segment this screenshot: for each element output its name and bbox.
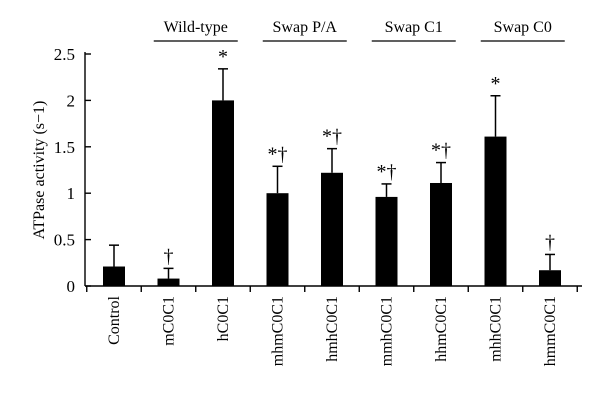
x-axis: Control mC0C1 hC0C1 mhmC0C1 hmhC0C1 mmhC0C1 hh… (85, 285, 582, 366)
bar-Control (103, 266, 125, 286)
significance-hmmC0C1: † (545, 231, 555, 253)
bar-hhmC0C1 (430, 182, 452, 286)
category-label-mhhC0C1: mhhC0C1 (488, 296, 505, 362)
category-label-mhmC0C1: mhmC0C1 (270, 296, 287, 366)
y-axis: 0 0.5 1 1.5 2 2.5 ATPase activity (s−1) (31, 45, 91, 296)
category-label-hmmC0C1: hmmC0C1 (542, 296, 559, 366)
significance-mhhC0C1: * (491, 73, 501, 95)
group-label: Swap C0 (494, 19, 552, 36)
significance-mhmC0C1: *† (268, 143, 288, 165)
group-label: Swap P/A (273, 19, 338, 36)
y-tick-label: 0 (67, 277, 76, 296)
y-tick-label: 2 (67, 91, 76, 110)
category-label-mC0C1: mC0C1 (161, 296, 178, 346)
group-label: Swap C1 (385, 19, 443, 36)
significance-hmhC0C1: *† (322, 126, 342, 148)
y-axis-title: ATPase activity (s−1) (31, 101, 48, 240)
error-bars (109, 68, 555, 279)
significance-mmhC0C1: *† (377, 161, 397, 183)
significance-markers: †**†*†*†*†*† (164, 46, 556, 268)
category-label-hmhC0C1: hmhC0C1 (324, 296, 341, 362)
category-label-hhmC0C1: hhmC0C1 (433, 296, 450, 362)
category-label-hC0C1: hC0C1 (215, 296, 232, 341)
bar-hmhC0C1 (321, 172, 343, 286)
y-tick-label: 2.5 (54, 45, 75, 64)
bar-mhhC0C1 (484, 136, 507, 286)
bars (103, 100, 561, 287)
bar-mC0C1 (157, 278, 180, 286)
bar-mmhC0C1 (375, 196, 398, 286)
y-tick-label: 1 (67, 184, 76, 203)
significance-mC0C1: † (164, 245, 174, 267)
category-label-mmhC0C1: mmhC0C1 (379, 296, 396, 366)
significance-hC0C1: * (218, 46, 228, 68)
y-tick-label: 1.5 (54, 138, 75, 157)
significance-hhmC0C1: *† (431, 140, 451, 162)
category-label-Control: Control (106, 295, 123, 344)
bar-hC0C1 (212, 100, 234, 287)
bar-mhmC0C1 (266, 193, 289, 286)
group-labels: Wild-type Swap P/A Swap C1 Swap C0 (153, 19, 565, 42)
bar-hmmC0C1 (539, 270, 561, 286)
y-tick-label: 0.5 (54, 231, 75, 250)
group-label: Wild-type (164, 19, 228, 36)
